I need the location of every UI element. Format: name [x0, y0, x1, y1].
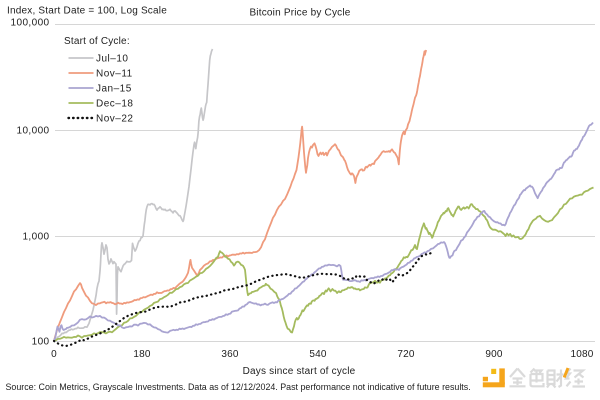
svg-text:900: 900 — [485, 349, 503, 360]
svg-text:10,000: 10,000 — [17, 126, 50, 137]
svg-text:Nov–11: Nov–11 — [96, 69, 133, 80]
svg-text:Dec–18: Dec–18 — [96, 99, 133, 110]
svg-text:Start of Cycle:: Start of Cycle: — [64, 36, 130, 47]
svg-text:Jan–15: Jan–15 — [96, 84, 132, 95]
svg-text:Jul–10: Jul–10 — [96, 54, 128, 65]
svg-text:100,000: 100,000 — [11, 18, 50, 29]
svg-text:1,000: 1,000 — [22, 232, 49, 243]
svg-text:100: 100 — [32, 337, 50, 348]
svg-text:Source: Coin Metrics, Grayscal: Source: Coin Metrics, Grayscale Investme… — [6, 382, 471, 392]
svg-text:Days since start of cycle: Days since start of cycle — [243, 366, 356, 377]
svg-text:Index, Start Date = 100, Log S: Index, Start Date = 100, Log Scale — [7, 6, 167, 17]
svg-text:180: 180 — [133, 349, 151, 360]
svg-text:540: 540 — [309, 349, 327, 360]
svg-text:Nov–22: Nov–22 — [96, 114, 133, 125]
svg-text:0: 0 — [51, 349, 57, 360]
svg-text:1080: 1080 — [570, 349, 593, 360]
svg-text:Bitcoin Price by Cycle: Bitcoin Price by Cycle — [249, 8, 350, 19]
svg-text:720: 720 — [397, 349, 415, 360]
svg-text:360: 360 — [221, 349, 239, 360]
